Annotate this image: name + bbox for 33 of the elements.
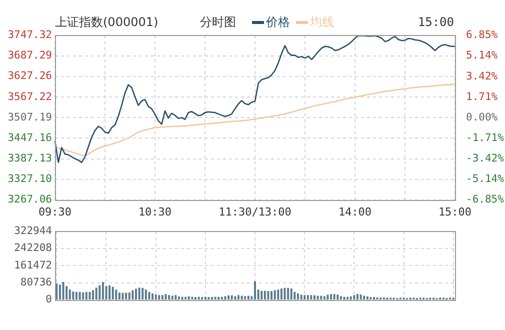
x-tick-label: 10:30 [138,205,172,218]
chart-title: 上证指数(000001) [55,14,158,30]
y-tick-label: 3507.19 [8,111,52,124]
x-tick-label: 14:00 [338,205,372,218]
y2-tick-label: 6.85% [466,29,498,42]
x-tick-label: 15:00 [438,205,472,218]
y2-tick-label: -1.71% [466,132,505,144]
y2-tick-label: 0.00% [466,111,498,124]
y-tick-label: 0 [46,294,52,306]
y-tick-label: 3267.06 [8,194,52,206]
chart-subtitle: 分时图 [200,14,236,30]
y-tick-label: 3387.13 [8,152,52,165]
legend-label: 价格 [265,14,290,30]
y-tick-label: 3447.16 [8,132,52,144]
legend-label: 均线 [309,14,334,30]
y-tick-label: 3627.26 [8,70,52,82]
y-tick-label: 80736 [20,276,52,289]
y-tick-label: 3567.22 [8,90,52,103]
y-tick-label: 3327.10 [8,173,52,186]
y2-tick-label: -3.42% [466,152,505,164]
text: 15:00 [418,14,454,30]
x-tick-label: 09:30 [38,205,72,218]
y-tick-label: 3687.29 [8,50,52,62]
y2-tick-label: 3.42% [466,70,498,82]
y-tick-label: 242208 [14,242,52,254]
y2-tick-label: 5.14% [466,50,498,62]
y2-tick-label: -5.14% [466,173,505,186]
x-tick-label: 11:30/13:00 [218,205,292,218]
y-tick-label: 3747.32 [8,29,52,42]
y-tick-label: 322944 [14,225,52,238]
y2-tick-label: 1.71% [466,90,498,103]
y-tick-label: 161472 [14,259,52,272]
y2-tick-label: -6.85% [466,194,505,206]
